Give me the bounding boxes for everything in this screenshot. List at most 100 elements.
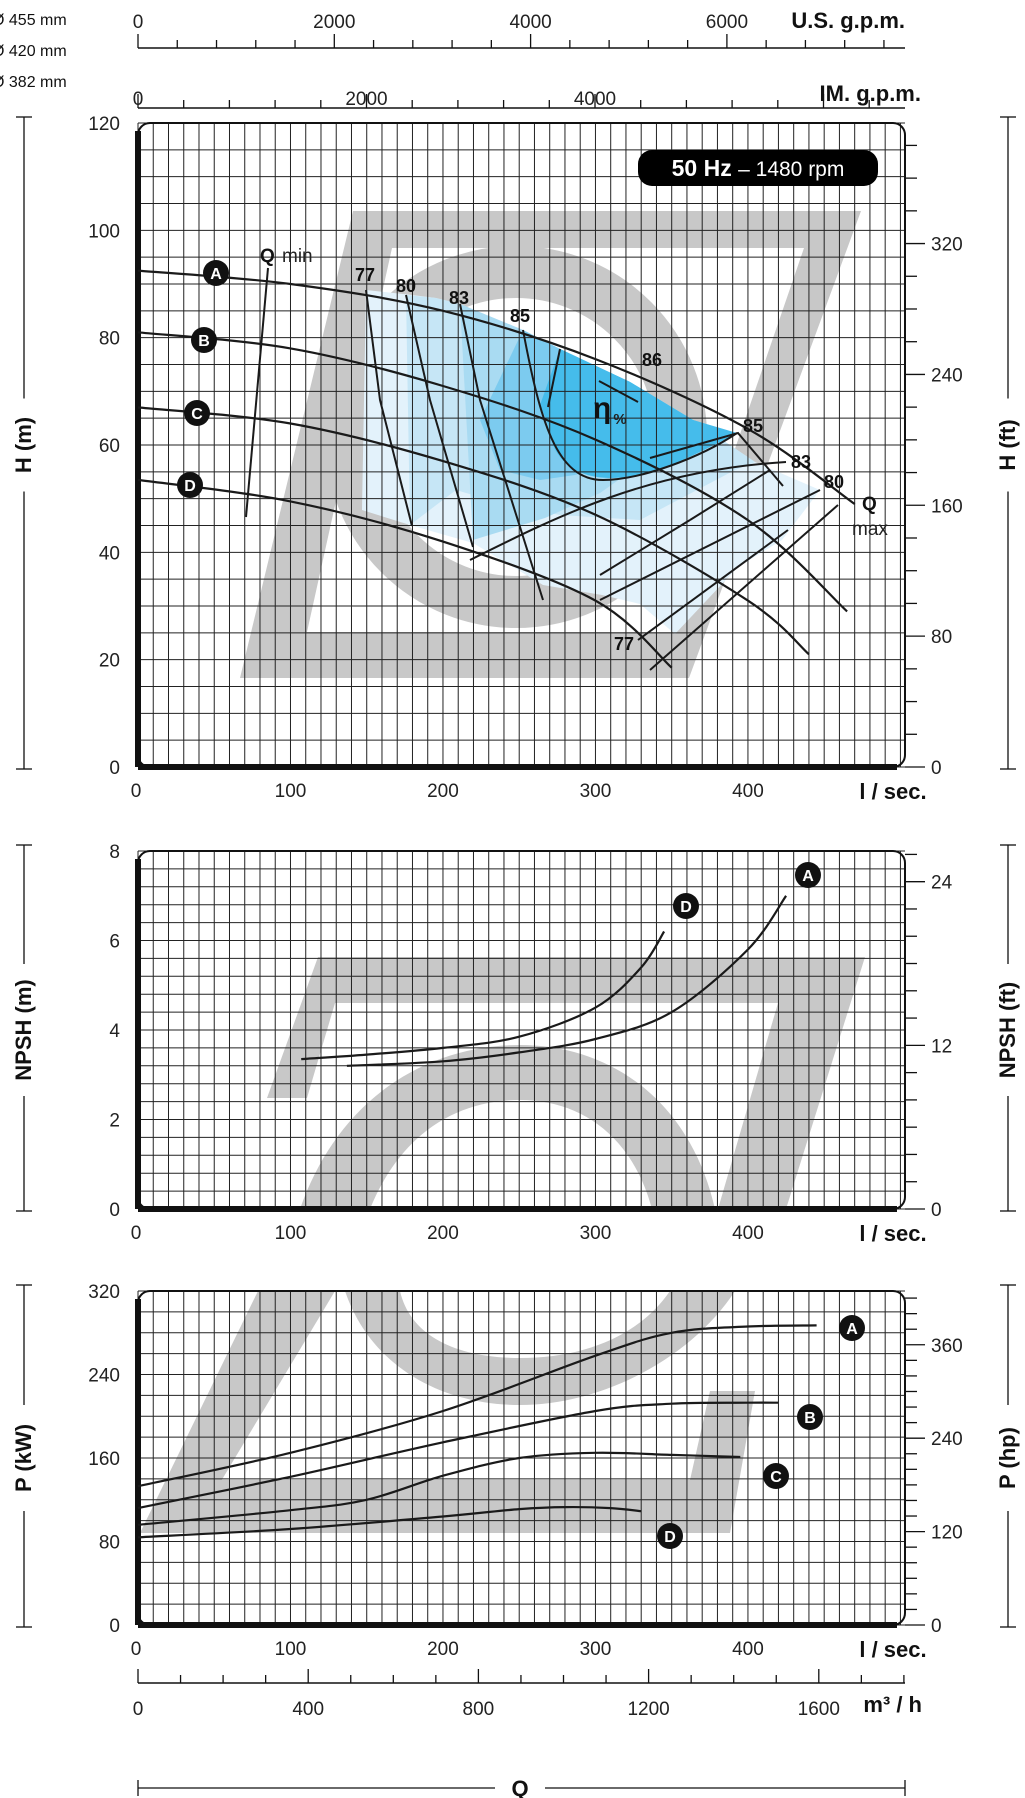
npsh-y-label-right: NPSH (ft) <box>995 982 1020 1079</box>
impeller-label-c: Ø 382 mm <box>0 74 67 91</box>
efficiency-label: 80 <box>824 472 844 492</box>
m3h-tick-label: 1200 <box>627 1699 669 1720</box>
badge-speed: – 1480 rpm <box>738 158 844 181</box>
iso-efficiency-line <box>599 519 691 576</box>
q-max-word: max <box>852 519 888 540</box>
efficiency-label: 85 <box>743 416 763 436</box>
power-x-tick: 400 <box>732 1639 764 1660</box>
efficiency-label: 77 <box>614 634 634 654</box>
power-x-tick: 300 <box>580 1639 612 1660</box>
head-marker-d-letter: D <box>184 478 196 495</box>
iso-efficiency-line <box>649 504 839 671</box>
head-y-tick: 60 <box>99 436 120 457</box>
npsh-x-tick: 200 <box>427 1223 459 1244</box>
iso-efficiency-line <box>365 289 413 527</box>
head-y-label: H (m) <box>11 417 36 473</box>
impeller-legend: Ø 455 mm Ø 420 mm Ø 382 mm <box>0 0 90 95</box>
head-x-tick: 200 <box>427 781 459 802</box>
q-label: Q <box>511 1776 528 1798</box>
im-gpm-label: IM. g.p.m. <box>820 81 921 106</box>
power-marker-d-letter: D <box>664 1529 676 1546</box>
power-marker-b-circle <box>797 1404 823 1430</box>
iso-efficiency-line <box>547 348 561 408</box>
power-y-tick: 320 <box>88 1282 120 1303</box>
efficiency-eta: η <box>593 392 611 425</box>
npsh-marker-d-circle <box>673 893 699 919</box>
speed-badge-text: 50 Hz – 1480 rpm <box>672 155 845 181</box>
im-gpm-tick-label: 4000 <box>574 89 616 110</box>
npsh-curve-a <box>346 895 787 1067</box>
efficiency-label: 77 <box>355 265 375 285</box>
efficiency-percent: % <box>613 411 626 428</box>
npsh-x-label: l / sec. <box>859 1221 926 1246</box>
head-x-label: l / sec. <box>859 779 926 804</box>
power-curve-c <box>137 1451 741 1526</box>
speed-badge <box>638 150 878 186</box>
watermark-frame-npsh <box>267 957 865 1209</box>
power-y-tick-right: 0 <box>931 1616 942 1637</box>
head-y-tick: 100 <box>88 221 120 242</box>
m3h-label: m³ / h <box>863 1692 922 1717</box>
npsh-marker-a-letter: A <box>802 868 814 885</box>
iso-efficiency-line <box>637 529 789 641</box>
head-x-tick: 400 <box>732 781 764 802</box>
npsh-y-tick-right: 24 <box>931 873 953 894</box>
impeller-label-b: Ø 420 mm <box>0 43 67 60</box>
npsh-marker-a-circle <box>795 862 821 888</box>
power-y-tick: 0 <box>109 1616 120 1637</box>
watermark-ring-power <box>345 1291 735 1405</box>
q-min-word: min <box>282 246 313 267</box>
power-y-tick: 160 <box>88 1449 120 1470</box>
npsh-curve-d <box>301 930 666 1061</box>
power-x-tick: 100 <box>275 1639 307 1660</box>
q-max-q: Q <box>862 494 877 515</box>
npsh-marker-d-letter: D <box>680 899 692 916</box>
us-gpm-tick-label: 2000 <box>313 12 355 33</box>
badge-frequency: 50 Hz <box>672 155 738 181</box>
head-curve-d <box>137 478 673 669</box>
head-y-tick: 20 <box>99 651 120 672</box>
power-marker-a-circle <box>839 1315 865 1341</box>
iso-efficiency-line <box>459 303 544 601</box>
power-marker-a-letter: A <box>846 1321 858 1338</box>
power-marker-c-letter: C <box>770 1469 782 1486</box>
iso-efficiency-line <box>405 294 474 548</box>
iso-efficiency-line <box>522 329 738 482</box>
head-marker-a-letter: A <box>210 266 222 283</box>
power-marker-c-circle <box>763 1463 789 1489</box>
head-x-tick: 0 <box>131 781 142 802</box>
npsh-y-tick: 6 <box>109 932 120 953</box>
iso-efficiency-line <box>689 469 771 521</box>
power-x-label: l / sec. <box>859 1637 926 1662</box>
npsh-x-tick: 400 <box>732 1223 764 1244</box>
power-y-tick-right: 240 <box>931 1429 963 1450</box>
q-min-q: Q <box>260 246 275 267</box>
head-marker-a-circle <box>203 260 229 286</box>
head-y-tick-right: 240 <box>931 365 963 386</box>
power-y-tick: 240 <box>88 1366 120 1387</box>
m3h-tick-label: 800 <box>463 1699 495 1720</box>
efficiency-label: 83 <box>791 452 811 472</box>
us-gpm-tick-label: 4000 <box>509 12 551 33</box>
watermark-ring-npsh <box>300 1045 715 1209</box>
head-y-tick: 120 <box>88 114 120 135</box>
im-gpm-tick-label: 2000 <box>345 89 387 110</box>
power-y-label: P (kW) <box>11 1424 36 1492</box>
npsh-y-tick-right: 0 <box>931 1200 942 1221</box>
npsh-y-tick: 0 <box>109 1200 120 1221</box>
iso-efficiency-line <box>469 461 787 561</box>
efficiency-label: 83 <box>449 288 469 308</box>
iso-efficiency-line <box>598 380 639 403</box>
power-y-label-right: P (hp) <box>995 1427 1020 1489</box>
m3h-tick-label: 0 <box>133 1699 144 1720</box>
head-marker-c-circle <box>184 400 210 426</box>
watermark-bar-power-left <box>140 1291 335 1533</box>
efficiency-label: 85 <box>510 306 530 326</box>
power-marker-d-circle <box>657 1523 683 1549</box>
head-marker-b-letter: B <box>198 333 210 350</box>
npsh-y-tick: 8 <box>109 842 120 863</box>
head-x-tick: 100 <box>275 781 307 802</box>
us-gpm-label: U.S. g.p.m. <box>791 8 905 33</box>
efficiency-label: 80 <box>396 276 416 296</box>
